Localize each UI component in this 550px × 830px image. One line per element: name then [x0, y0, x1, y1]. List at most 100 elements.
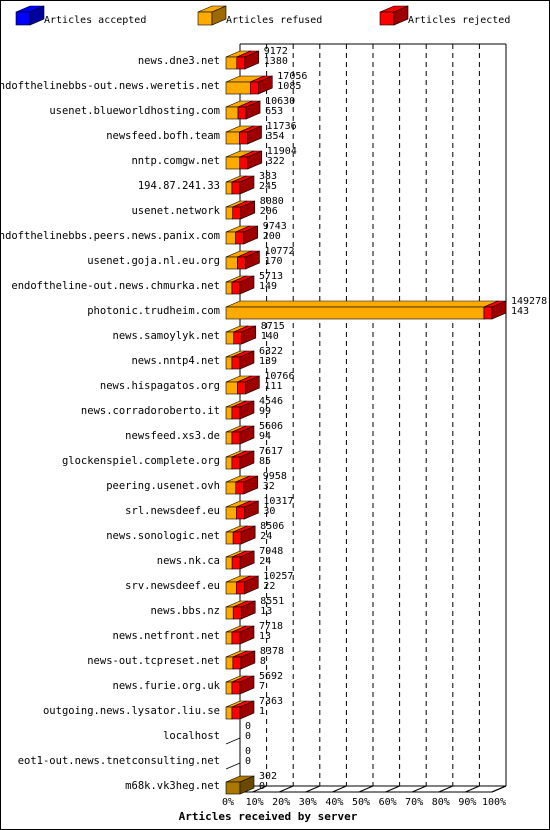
- chart-grid: 0% 10% 20% 30% 40% 50% 60% 70% 80% 90% 100%: [222, 43, 507, 808]
- value-rejected: 99: [259, 406, 271, 417]
- x-tick-label: 0%: [222, 797, 234, 808]
- legend-label-refused: Articles refused: [226, 15, 322, 26]
- value-rejected: 32: [263, 481, 275, 492]
- value-refused: 7617: [259, 446, 283, 457]
- value-rejected: 7: [259, 681, 265, 692]
- value-rejected: 170: [264, 256, 282, 267]
- bar-rejected: [232, 525, 256, 545]
- x-tick-label: 20%: [272, 797, 290, 808]
- value-rejected: 245: [259, 181, 277, 192]
- category-label: endofthelinebbs.peers.news.panix.com: [0, 230, 220, 242]
- x-tick-mark: [465, 785, 480, 793]
- value-refused: 17056: [277, 71, 307, 82]
- value-rejected: 13: [259, 631, 271, 642]
- x-tick-mark: [412, 785, 427, 793]
- value-rejected: 22: [263, 581, 275, 592]
- value-refused: 0: [245, 721, 251, 732]
- value-rejected: 149: [259, 281, 277, 292]
- x-tick-label: 50%: [352, 797, 370, 808]
- category-label: news.bbs.nz: [150, 605, 220, 617]
- x-tick-label: 100%: [482, 797, 506, 808]
- bar-rejected: [237, 250, 260, 270]
- category-label: news.nk.ca: [157, 555, 220, 567]
- legend-swatch-accepted: [15, 5, 45, 26]
- value-refused: 8378: [260, 646, 284, 657]
- value-rejected: 140: [261, 331, 279, 342]
- value-refused: 149278: [511, 296, 547, 307]
- value-rejected: 653: [265, 106, 283, 117]
- category-label: photonic.trudheim.com: [87, 305, 220, 317]
- value-refused: 7718: [259, 621, 283, 632]
- bar-rejected: [233, 325, 257, 345]
- value-rejected: 1: [259, 706, 265, 717]
- value-refused: 10630: [265, 96, 295, 107]
- bar-empty: [225, 737, 241, 745]
- category-label: localhost: [163, 730, 220, 742]
- value-refused: 8715: [261, 321, 285, 332]
- bar-rejected: [239, 150, 263, 170]
- x-tick-mark: [438, 785, 453, 793]
- bar-refused: [225, 300, 499, 320]
- x-tick-label: 30%: [299, 797, 317, 808]
- category-label: srl.newsdeef.eu: [125, 505, 220, 517]
- bar-empty: [225, 762, 241, 770]
- value-refused: 7363: [259, 696, 283, 707]
- bar-rejected: [231, 700, 255, 720]
- bar-rejected: [237, 100, 261, 120]
- category-label: m68k.vk3heg.net: [125, 780, 220, 792]
- value-refused: 9743: [263, 221, 287, 232]
- bar-rejected: [239, 125, 262, 145]
- x-tick-mark: [252, 785, 267, 793]
- bar-rejected: [231, 350, 255, 370]
- category-label: news.nntp4.net: [131, 355, 220, 367]
- value-refused: 10772: [264, 246, 294, 257]
- value-rejected: 24: [259, 556, 271, 567]
- value-refused: 6322: [259, 346, 283, 357]
- value-refused: 10317: [263, 496, 293, 507]
- legend-swatch-refused: [197, 5, 227, 26]
- bar-rejected: [231, 400, 255, 420]
- bar-rejected: [237, 375, 260, 395]
- value-rejected: 206: [260, 206, 278, 217]
- value-refused: 10766: [264, 371, 294, 382]
- category-label: endoftheline-out.news.chmurka.net: [11, 280, 220, 292]
- value-refused: 8551: [260, 596, 284, 607]
- category-label: endofthelinebbs-out.news.weretis.net: [0, 80, 220, 92]
- category-label: 194.87.241.33: [138, 180, 220, 192]
- bar-rejected: [232, 200, 256, 220]
- bar-rejected: [231, 450, 255, 470]
- category-label: news.samoylyk.net: [113, 330, 220, 342]
- category-label: peering.usenet.ovh: [106, 480, 220, 492]
- value-refused: 5606: [259, 421, 283, 432]
- value-rejected: 1085: [277, 81, 301, 92]
- category-label: glockenspiel.complete.org: [62, 455, 220, 467]
- bar-rejected: [249, 75, 273, 95]
- bar-rejected: [231, 425, 255, 445]
- bar-rejected: [235, 475, 259, 495]
- value-refused: 383: [259, 171, 277, 182]
- bar-rejected: [236, 500, 259, 520]
- category-label: newsfeed.xs3.de: [125, 430, 220, 442]
- value-rejected: 143: [511, 306, 529, 317]
- value-rejected: 139: [259, 356, 277, 367]
- chart-labels: news.dne3.net91721380endofthelinebbs-out…: [0, 46, 547, 792]
- category-label: usenet.network: [131, 205, 220, 217]
- value-refused: 8506: [260, 521, 284, 532]
- value-refused: 5692: [259, 671, 283, 682]
- value-rejected: 94: [259, 431, 271, 442]
- x-tick-mark: [358, 785, 374, 793]
- category-label: nntp.comgw.net: [131, 155, 220, 167]
- value-rejected: 354: [267, 131, 285, 142]
- x-tick-label: 70%: [405, 797, 423, 808]
- value-rejected: 0: [245, 731, 251, 742]
- x-tick-label: 40%: [325, 797, 343, 808]
- value-rejected: 111: [264, 381, 282, 392]
- bar-rejected: [231, 675, 255, 695]
- value-refused: 8080: [260, 196, 284, 207]
- value-rejected: 322: [267, 156, 285, 167]
- bar-rejected: [483, 300, 507, 320]
- value-rejected: 24: [260, 531, 272, 542]
- value-refused: 4546: [259, 396, 283, 407]
